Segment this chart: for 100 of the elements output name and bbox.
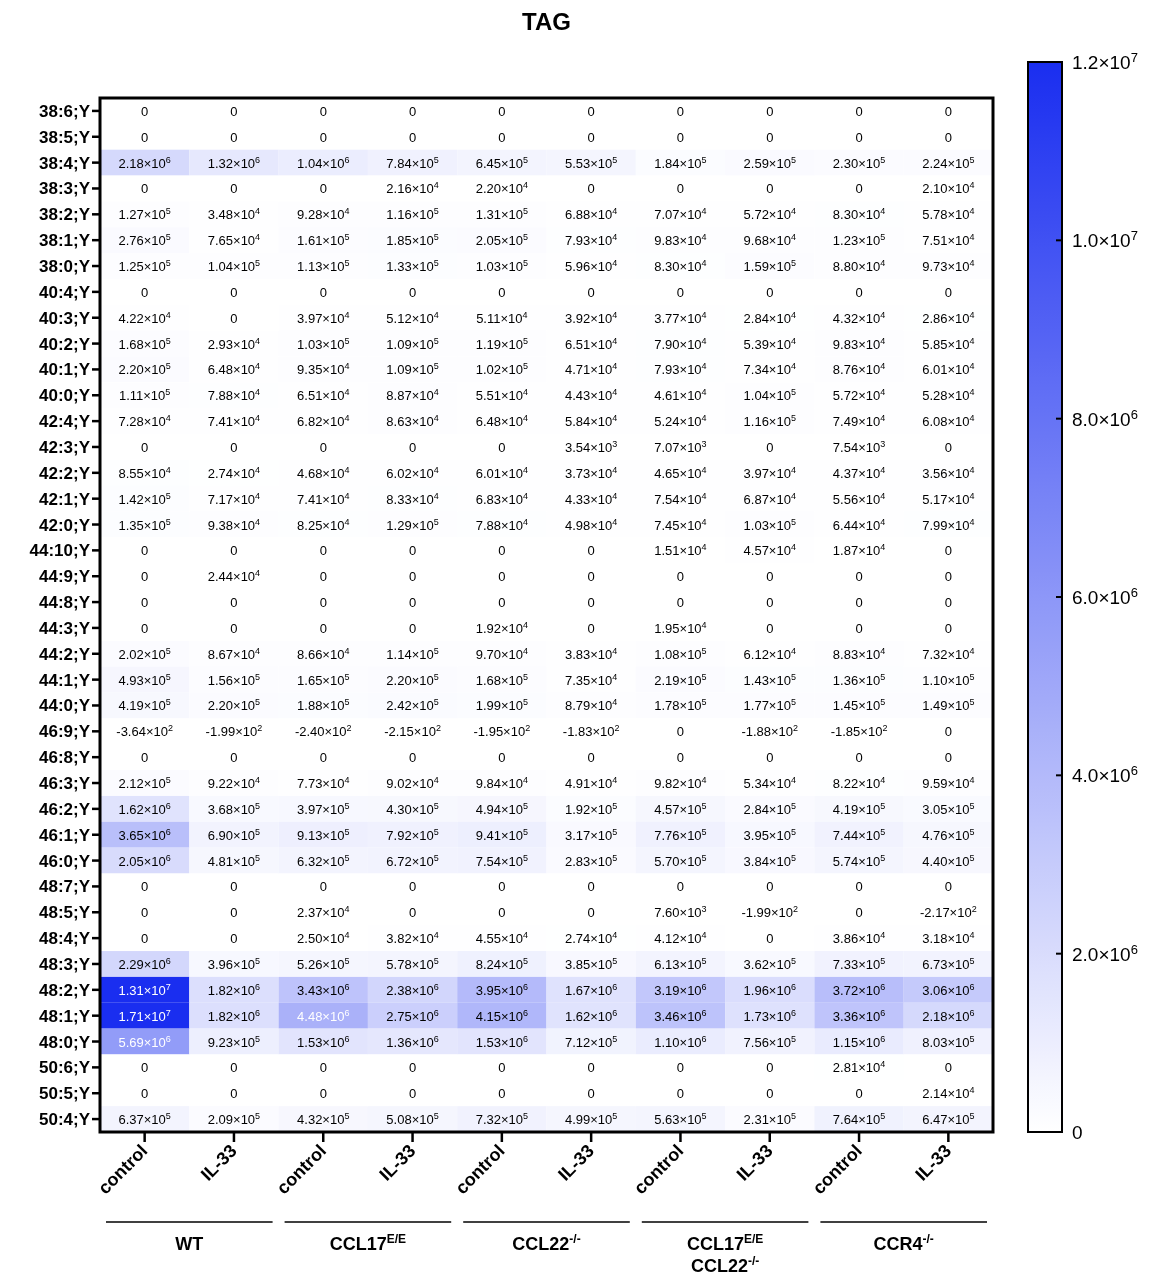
data-label: 0 xyxy=(498,905,506,921)
data-label: 0 xyxy=(230,879,238,895)
color-bar-label: 1.2×10$^{7}$ xyxy=(1072,49,1138,73)
data-label: 2.24×10$^{5}$ xyxy=(922,154,975,171)
data-label: 1.25×10$^{5}$ xyxy=(118,258,171,275)
y-tick-label: 44:2;Y xyxy=(38,644,91,664)
data-label: 1.36×10$^{5}$ xyxy=(832,671,886,688)
data-label: 5.72×10$^{4}$ xyxy=(743,206,796,223)
data-label: 0 xyxy=(766,750,774,766)
data-label: 2.20×10$^{5}$ xyxy=(118,361,171,378)
data-label: 2.84×10$^{5}$ xyxy=(743,800,796,817)
data-label: 0 xyxy=(944,439,952,455)
data-label: 2.74×10$^{4}$ xyxy=(564,930,618,947)
data-label: 3.95×10$^{5}$ xyxy=(743,826,796,843)
y-tick-label: 46:1;Y xyxy=(38,825,91,845)
data-label: 9.59×10$^{4}$ xyxy=(922,775,975,792)
data-label: 9.68×10$^{4}$ xyxy=(743,232,796,249)
data-label: 0 xyxy=(766,1060,774,1076)
data-label: 6.88×10$^{4}$ xyxy=(564,206,618,223)
data-label: 3.97×10$^{5}$ xyxy=(297,800,350,817)
data-label: 0 xyxy=(408,620,417,636)
data-label: 1.88×10$^{5}$ xyxy=(297,697,350,714)
data-label: 3.68×10$^{5}$ xyxy=(207,800,261,817)
data-label: 9.82×10$^{4}$ xyxy=(654,775,707,792)
text: CCL17$^{E/E}$ xyxy=(329,1232,407,1254)
data-label: 7.92×10$^{5}$ xyxy=(386,826,439,843)
data-label: 4.37×10$^{4}$ xyxy=(832,464,886,481)
y-tick-label: 48:1;Y xyxy=(38,1006,91,1026)
data-label: 1.36×10$^{6}$ xyxy=(386,1033,439,1050)
data-label: 0 xyxy=(676,879,685,895)
data-label: 0 xyxy=(676,595,685,611)
data-label: 0 xyxy=(319,543,327,559)
data-label: 1.03×10$^{5}$ xyxy=(297,335,350,352)
text: CCL22$^{-/-}$ xyxy=(512,1232,581,1254)
y-tick-label: 48:5;Y xyxy=(38,903,91,923)
data-label: 0 xyxy=(141,569,149,585)
data-label: 7.65×10$^{4}$ xyxy=(207,232,261,249)
data-label: 8.79×10$^{4}$ xyxy=(564,697,618,714)
data-label: 8.66×10$^{4}$ xyxy=(297,645,350,662)
data-label: 0 xyxy=(230,1086,238,1102)
data-label: 5.56×10$^{4}$ xyxy=(832,490,886,507)
data-label: 7.56×10$^{5}$ xyxy=(743,1033,796,1050)
data-label: 0 xyxy=(944,284,952,300)
data-label: 1.77×10$^{5}$ xyxy=(743,697,796,714)
data-label: 3.92×10$^{4}$ xyxy=(564,309,618,326)
y-tick-label: 42:3;Y xyxy=(38,437,91,457)
data-label: 0 xyxy=(230,181,238,197)
data-label: 4.91×10$^{4}$ xyxy=(564,775,618,792)
data-label: 0 xyxy=(230,931,238,947)
data-label: 3.82×10$^{4}$ xyxy=(386,930,439,947)
data-label: -1.99×10$^{2}$ xyxy=(205,723,263,740)
data-label: 1.35×10$^{5}$ xyxy=(118,516,171,533)
y-tick-label: 44:1;Y xyxy=(38,670,91,690)
data-label: 2.09×10$^{5}$ xyxy=(207,1111,261,1128)
y-tick-label: 46:0;Y xyxy=(38,851,91,871)
data-label: 7.84×10$^{5}$ xyxy=(386,154,439,171)
data-label: 8.63×10$^{4}$ xyxy=(386,413,439,430)
data-label: 0 xyxy=(408,879,417,895)
data-label: 5.26×10$^{5}$ xyxy=(297,955,350,972)
data-label: 8.87×10$^{4}$ xyxy=(386,387,439,404)
data-label: 0 xyxy=(766,181,774,197)
data-label: 0 xyxy=(766,439,774,455)
y-tick-label: 44:9;Y xyxy=(38,567,91,587)
data-label: 7.12×10$^{5}$ xyxy=(564,1033,618,1050)
data-label: 0 xyxy=(498,284,506,300)
data-label: 0 xyxy=(587,905,595,921)
data-label: 0 xyxy=(141,620,149,636)
data-label: 9.41×10$^{5}$ xyxy=(475,826,529,843)
data-label: 0 xyxy=(766,595,774,611)
data-label: 0 xyxy=(855,569,863,585)
data-label: 7.49×10$^{4}$ xyxy=(832,413,886,430)
data-label: 9.84×10$^{4}$ xyxy=(475,775,529,792)
data-label: 0 xyxy=(587,879,595,895)
data-label: 9.22×10$^{4}$ xyxy=(207,775,261,792)
data-label: 0 xyxy=(498,439,506,455)
data-label: 1.82×10$^{6}$ xyxy=(207,981,261,998)
data-label: 9.23×10$^{5}$ xyxy=(207,1033,261,1050)
data-label: 8.30×10$^{4}$ xyxy=(832,206,886,223)
data-label: 0 xyxy=(766,129,774,145)
data-label: 0 xyxy=(676,750,685,766)
data-label: 2.05×10$^{6}$ xyxy=(118,852,171,869)
data-label: 2.12×10$^{5}$ xyxy=(118,775,171,792)
data-label: 1.62×10$^{6}$ xyxy=(118,800,171,817)
data-label: 1.10×10$^{5}$ xyxy=(922,671,975,688)
data-label: 9.70×10$^{4}$ xyxy=(475,645,529,662)
data-label: 6.73×10$^{5}$ xyxy=(922,955,975,972)
data-label: 0 xyxy=(319,181,327,197)
data-label: 6.87×10$^{4}$ xyxy=(743,490,796,507)
data-label: 8.25×10$^{4}$ xyxy=(297,516,350,533)
data-label: 0 xyxy=(766,879,774,895)
data-label: 0 xyxy=(944,879,952,895)
data-label: 3.77×10$^{4}$ xyxy=(654,309,707,326)
data-label: 0 xyxy=(319,103,327,119)
data-label: 0 xyxy=(587,595,595,611)
data-label: 9.83×10$^{4}$ xyxy=(654,232,707,249)
data-label: 7.41×10$^{4}$ xyxy=(207,413,261,430)
data-label: 0 xyxy=(498,569,506,585)
data-label: 7.90×10$^{4}$ xyxy=(654,335,707,352)
data-label: 6.48×10$^{4}$ xyxy=(475,413,529,430)
data-label: 1.68×10$^{5}$ xyxy=(118,335,171,352)
